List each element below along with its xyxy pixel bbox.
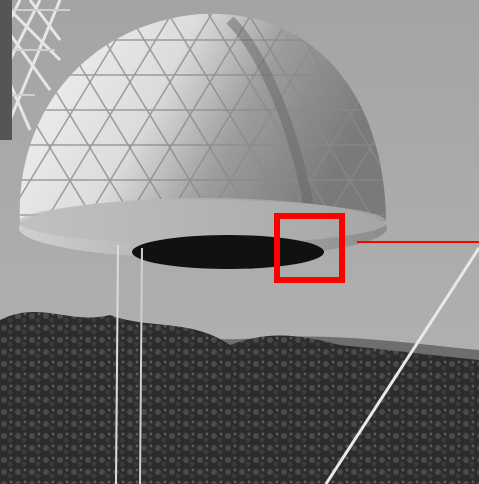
dome xyxy=(19,13,387,222)
cable xyxy=(115,244,119,484)
trees xyxy=(0,311,479,484)
cable xyxy=(324,247,479,484)
dome-cable-shadow xyxy=(226,16,315,216)
truss-post xyxy=(0,0,12,140)
dome-rim-top xyxy=(19,200,387,244)
cable xyxy=(139,247,143,484)
dome-opening xyxy=(132,235,324,269)
highlight-box xyxy=(274,213,345,283)
